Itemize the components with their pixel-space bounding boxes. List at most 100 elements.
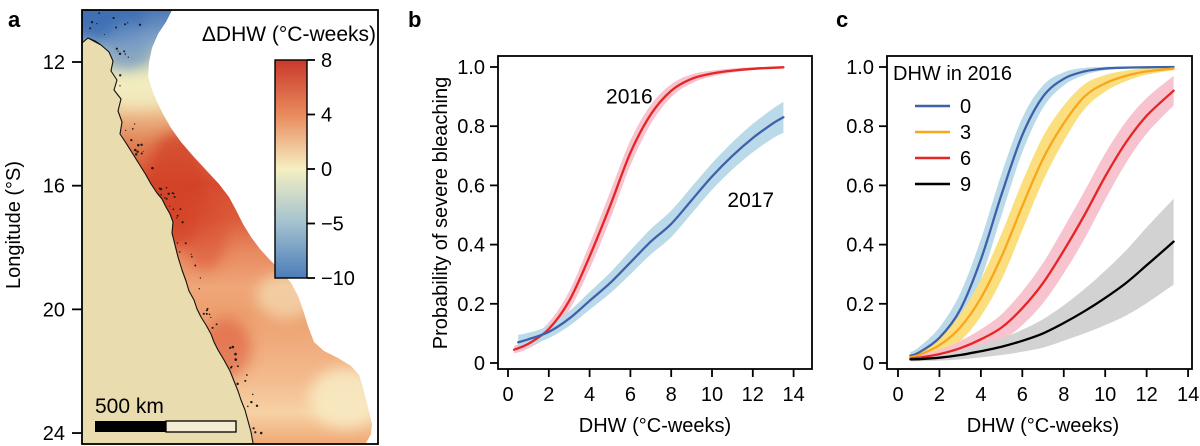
reef-dot <box>127 56 129 58</box>
reef-dot <box>205 309 208 312</box>
reef-dot <box>125 129 127 132</box>
scalebar-filled-segment <box>95 421 166 432</box>
colorbar-tick-label: 4 <box>321 105 332 127</box>
legend-label-6: 6 <box>960 148 971 170</box>
reef-dot <box>140 152 143 155</box>
reef-dot <box>247 405 249 408</box>
legend-label-3: 3 <box>960 122 971 144</box>
reef-dot <box>164 197 166 199</box>
sea-dhw-patch <box>106 22 150 74</box>
reef-dot <box>215 323 218 326</box>
reef-dot <box>169 205 171 207</box>
x-tick-label: 4 <box>975 384 986 406</box>
colorbar-title: ΔDHW (°C-weeks) <box>202 23 376 46</box>
reef-dot <box>165 186 168 189</box>
reef-dot <box>131 128 134 130</box>
reef-dot <box>98 12 101 14</box>
reef-dot <box>160 193 162 196</box>
sea-dhw-patch <box>256 273 316 319</box>
colorbar-tick-label: 8 <box>321 50 332 72</box>
legend-entries: 0 3 6 9 <box>915 96 971 196</box>
reef-dot <box>179 208 182 211</box>
reef-dot <box>252 393 254 396</box>
x-tick-label: 2 <box>934 384 945 406</box>
reef-dot <box>191 255 193 258</box>
map-y-tick-label: 16 <box>43 176 65 198</box>
y-tick-label: 0.8 <box>846 116 874 138</box>
reef-dot <box>259 431 263 435</box>
x-tick-label: 6 <box>625 384 636 406</box>
colorbar-tick-label: −10 <box>321 268 355 290</box>
sea-dhw-patch <box>183 194 227 270</box>
panel-b-x-axis-label: DHW (°C-weeks) <box>579 415 731 437</box>
reef-dot <box>160 188 163 191</box>
reef-dot <box>234 352 237 356</box>
reef-dot <box>252 427 255 430</box>
reef-dot <box>165 197 168 200</box>
x-tick-label: 0 <box>502 384 513 406</box>
reef-dot <box>96 22 98 25</box>
reef-dot <box>112 16 115 20</box>
legend-label-0: 0 <box>960 96 971 118</box>
x-tick-label: 8 <box>666 384 677 406</box>
colorbar-tick-label: 0 <box>321 159 332 181</box>
colorbar: ΔDHW (°C-weeks) 8 4 0 −5 −10 <box>202 23 376 290</box>
reef-dot <box>130 138 133 142</box>
x-tick-label: 10 <box>1094 384 1116 406</box>
reef-dot <box>208 313 211 316</box>
colorbar-tick-label: −5 <box>321 214 344 236</box>
confidence-band-0 <box>910 66 1174 360</box>
reef-dot <box>230 365 233 368</box>
reef-dot <box>179 251 181 253</box>
panel-c-axes: 0 2 4 6 8 10 12 14 0 0.2 0.4 0.6 0.8 1.0 <box>846 57 1199 406</box>
reef-dot <box>202 312 205 315</box>
x-tick-label: 14 <box>1177 384 1199 406</box>
reef-dot <box>117 50 119 52</box>
reef-dot <box>206 307 209 310</box>
curve-9 <box>909 240 1175 361</box>
panel-c-chart: c DHW (°C-weeks) 0 2 4 6 8 10 12 14 0 0.2 0.4 0.6 0.… <box>836 7 1199 437</box>
panel-b-annotations: 2016 2017 <box>606 86 774 213</box>
reef-dot <box>89 27 92 30</box>
reef-dot <box>142 150 144 153</box>
reef-dot <box>211 326 214 329</box>
x-tick-label: 12 <box>1136 384 1158 406</box>
reef-dot <box>236 365 239 368</box>
reef-dot <box>136 150 139 153</box>
reef-dot <box>127 22 129 24</box>
reef-dot <box>190 253 192 255</box>
reef-dot <box>133 123 136 125</box>
map-y-tick-label: 24 <box>43 423 65 445</box>
y-tick-label: 1.0 <box>846 57 874 79</box>
reef-dot <box>176 214 179 217</box>
panel-b-letter: b <box>408 7 421 32</box>
panel-c-plot-area <box>909 65 1175 362</box>
reef-dot <box>255 404 259 408</box>
scalebar-label: 500 km <box>95 395 164 418</box>
reef-dot <box>171 192 174 195</box>
y-tick-label: 0.8 <box>457 116 485 138</box>
panel-b-y-axis-label: Probability of severe bleaching <box>430 77 452 349</box>
reef-dot <box>199 277 202 279</box>
curve-6 <box>909 89 1175 360</box>
panel-b-plot-area <box>512 66 785 354</box>
y-tick-label: 0.6 <box>457 175 485 197</box>
reef-dot <box>229 346 232 350</box>
curve-0 <box>909 65 1175 357</box>
reef-dot <box>231 345 235 349</box>
reef-dot <box>151 166 154 170</box>
reef-dot <box>103 33 106 36</box>
reef-dot <box>119 74 122 77</box>
panel-b-axes: 0 2 4 6 8 10 12 14 0 0.2 0.4 0.6 0.8 1.0 <box>457 57 805 406</box>
reef-dot <box>118 52 122 56</box>
reef-dot <box>173 195 176 199</box>
reef-dot <box>167 192 170 196</box>
reef-dot <box>123 50 126 53</box>
reef-dot <box>205 312 208 315</box>
reef-dot <box>181 221 184 224</box>
reef-island-dots <box>89 12 263 435</box>
scalebar: 500 km <box>95 395 237 433</box>
y-tick-label: 0.6 <box>846 175 874 197</box>
curve-2017 <box>517 116 785 344</box>
